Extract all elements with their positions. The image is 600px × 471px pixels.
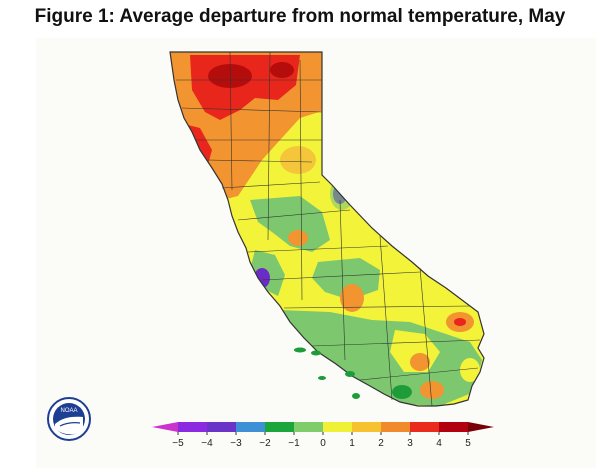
field-green-bay: [250, 196, 330, 252]
channel-islands: [294, 347, 360, 399]
field-purple-coast: [254, 268, 270, 288]
legend-ticks: −5 −4 −3 −2 −1 0 1 2 3 4 5: [172, 432, 471, 449]
figure-title: Figure 1: Average departure from normal …: [34, 6, 566, 27]
legend-swatch: [207, 422, 236, 432]
legend-arrow-low: [152, 422, 178, 432]
legend-swatch: [178, 422, 207, 432]
noaa-logo: NOAA: [47, 397, 91, 441]
legend-tick-label: 0: [320, 438, 326, 449]
color-scale-legend: −5 −4 −3 −2 −1 0 1 2 3 4 5: [152, 422, 494, 449]
field-yellow-east: [460, 358, 480, 382]
legend-tick-label: 3: [407, 438, 413, 449]
legend-swatch: [236, 422, 265, 432]
legend-tick-label: −3: [230, 438, 242, 449]
legend-bars: [152, 422, 494, 432]
legend-tick-label: −4: [201, 438, 213, 449]
legend-swatch: [352, 422, 381, 432]
field-orange-bay: [288, 230, 308, 246]
field-darkred-north: [208, 64, 252, 88]
legend-tick-label: 5: [465, 438, 471, 449]
field-green-valley: [312, 258, 380, 300]
legend-swatch: [265, 422, 294, 432]
temperature-field: [170, 52, 484, 406]
field-darkgreen-se: [392, 385, 412, 399]
legend-swatch: [381, 422, 410, 432]
field-orange-south: [410, 353, 430, 371]
county-lines: [176, 51, 481, 407]
field-red-desert: [454, 318, 466, 326]
field-orange-valley: [340, 284, 364, 312]
state-outline: [169, 51, 485, 407]
legend-tick-label: 4: [436, 438, 442, 449]
legend-tick-label: 1: [349, 438, 355, 449]
legend-swatch: [410, 422, 439, 432]
field-yelloworange-ne: [280, 146, 316, 174]
field-darkred-north-east: [270, 62, 294, 78]
legend-arrow-high: [468, 422, 494, 432]
legend-tick-label: −1: [288, 438, 300, 449]
legend-swatch: [439, 422, 468, 432]
legend-swatch: [323, 422, 352, 432]
legend-tick-label: −5: [172, 438, 184, 449]
legend-tick-label: 2: [378, 438, 384, 449]
legend-tick-label: −2: [259, 438, 271, 449]
legend-swatch: [294, 422, 323, 432]
field-orange-se: [420, 381, 444, 399]
noaa-logo-text: NOAA: [60, 408, 77, 414]
